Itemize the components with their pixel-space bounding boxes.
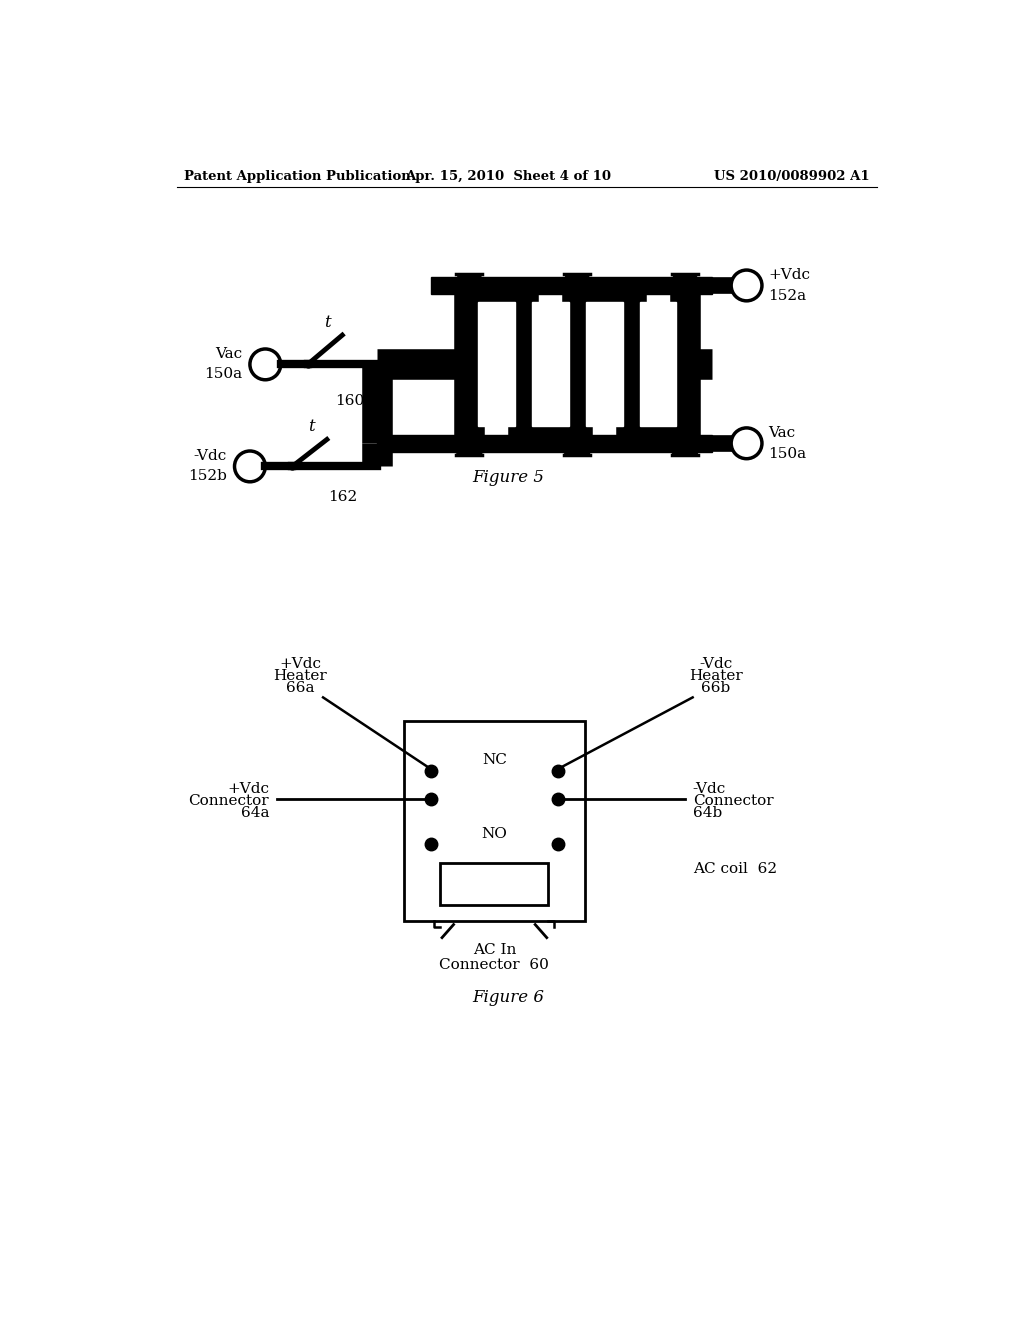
Text: -Vdc: -Vdc	[699, 656, 732, 671]
Text: Connector: Connector	[188, 793, 269, 808]
Circle shape	[234, 451, 265, 482]
Text: Heater: Heater	[689, 669, 742, 682]
Polygon shape	[672, 437, 698, 454]
Bar	[440, 863, 548, 906]
Text: +Vdc: +Vdc	[279, 656, 321, 671]
Text: 66a: 66a	[286, 681, 314, 696]
Text: Vac: Vac	[215, 347, 243, 360]
Text: t: t	[324, 314, 330, 330]
Polygon shape	[672, 275, 698, 293]
Text: 152b: 152b	[188, 469, 226, 483]
Text: Coil: Coil	[479, 876, 510, 891]
Bar	[478, 302, 515, 426]
Text: Apr. 15, 2010  Sheet 4 of 10: Apr. 15, 2010 Sheet 4 of 10	[404, 169, 611, 182]
Circle shape	[731, 428, 762, 459]
Bar	[640, 302, 677, 426]
Text: Heater: Heater	[273, 669, 327, 682]
Text: Connector: Connector	[692, 793, 773, 808]
Text: Patent Application Publication: Patent Application Publication	[184, 169, 412, 182]
Text: +Vdc: +Vdc	[227, 781, 269, 796]
Text: 66b: 66b	[701, 681, 730, 696]
Text: +Vdc: +Vdc	[768, 268, 810, 281]
Circle shape	[250, 348, 281, 380]
Text: 160: 160	[336, 395, 365, 408]
Polygon shape	[564, 437, 590, 454]
Text: 150a: 150a	[768, 447, 806, 461]
Polygon shape	[564, 275, 590, 293]
Circle shape	[731, 271, 762, 301]
Text: US 2010/0089902 A1: US 2010/0089902 A1	[714, 169, 869, 182]
Text: AC coil  62: AC coil 62	[692, 862, 777, 875]
Bar	[377, 434, 712, 451]
Text: NC: NC	[482, 754, 507, 767]
Text: 162: 162	[328, 490, 357, 504]
Polygon shape	[457, 275, 482, 293]
Text: -Vdc: -Vdc	[194, 449, 226, 462]
Text: Figure 5: Figure 5	[472, 470, 544, 487]
Text: NO: NO	[481, 826, 507, 841]
Text: Figure 6: Figure 6	[472, 989, 544, 1006]
Polygon shape	[457, 437, 482, 454]
Bar	[586, 302, 623, 426]
Text: Connector  60: Connector 60	[439, 958, 549, 973]
Text: 64a: 64a	[241, 807, 269, 820]
Text: Vac: Vac	[768, 425, 796, 440]
Text: 64b: 64b	[692, 807, 722, 820]
Bar	[403, 721, 585, 921]
Text: -Vdc: -Vdc	[692, 781, 726, 796]
Text: 150a: 150a	[204, 367, 243, 380]
Text: 152a: 152a	[768, 289, 806, 304]
Bar	[431, 277, 712, 294]
Bar	[531, 302, 568, 426]
Text: t: t	[308, 418, 314, 434]
Text: AC In: AC In	[473, 942, 516, 957]
